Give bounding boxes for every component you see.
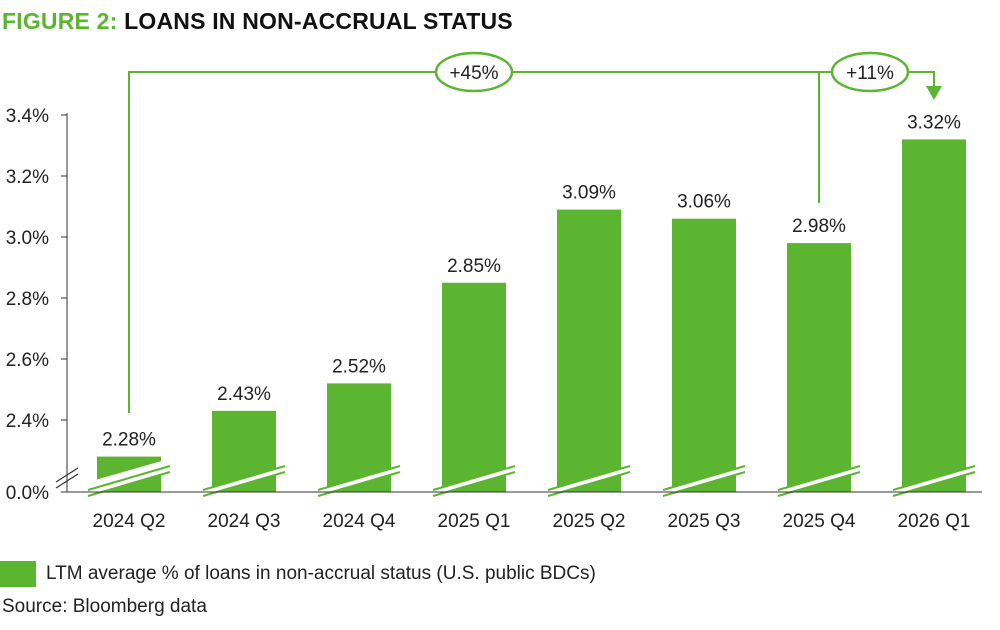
data-label: 2.98%: [792, 216, 846, 237]
annotation-arrowhead: [926, 86, 942, 100]
axis-break-line: [662, 465, 746, 491]
data-label: 3.32%: [907, 112, 961, 133]
legend-swatch: [0, 561, 36, 587]
y-tick-label: 3.0%: [6, 228, 49, 249]
axis-break-band: [203, 466, 285, 496]
annotation-label: +45%: [449, 63, 498, 84]
axis-break-band: [88, 466, 170, 496]
data-label: 2.28%: [102, 430, 156, 451]
x-tick-label: 2024 Q3: [208, 511, 281, 532]
y-tick-label: 3.2%: [6, 167, 49, 188]
data-label: 3.09%: [562, 183, 616, 204]
axis-break-band: [318, 466, 400, 496]
data-label: 2.85%: [447, 256, 501, 277]
annotation-connector: [128, 71, 935, 413]
axis-break-line: [317, 465, 401, 491]
title-main: LOANS IN NON-ACCRUAL STATUS: [124, 8, 513, 34]
x-tick-label: 2025 Q1: [438, 511, 511, 532]
axis-break-line: [432, 465, 516, 491]
axis-break-line: [202, 465, 286, 491]
source-note: Source: Bloomberg data: [2, 596, 207, 617]
axis-break-mark: [55, 473, 79, 489]
y-tick-label: 2.6%: [6, 350, 49, 371]
bar: [557, 209, 621, 493]
axis-break-band: [88, 458, 172, 489]
chart-title: FIGURE 2: LOANS IN NON-ACCRUAL STATUS: [2, 8, 513, 35]
x-tick-label: 2026 Q1: [898, 511, 971, 532]
axis-break-line: [87, 465, 171, 491]
bar: [902, 139, 966, 492]
x-tick-label: 2024 Q4: [323, 511, 396, 532]
x-tick-label: 2024 Q2: [93, 511, 166, 532]
axis-break-line: [892, 465, 976, 491]
legend-label: LTM average % of loans in non-accrual st…: [46, 563, 596, 584]
x-tick-label: 2025 Q4: [783, 511, 856, 532]
title-prefix: FIGURE 2:: [2, 8, 118, 34]
x-tick-label: 2025 Q2: [553, 511, 626, 532]
bar: [442, 282, 506, 492]
y-tick-label: 2.4%: [6, 411, 49, 432]
axis-break-mark: [55, 467, 79, 483]
y-tick-label: 3.4%: [6, 106, 49, 127]
bar: [787, 243, 851, 492]
axis-break-band: [548, 466, 630, 496]
bar-chart: 0.0% 2.4% 2.6% 2.8% 3.0% 3.2% 3.4% 2.28% 2024 Q2…: [6, 51, 982, 532]
axis-break-line: [547, 465, 631, 491]
annotation-bubble: [830, 51, 910, 93]
axis-break-band: [663, 466, 745, 496]
data-label: 2.43%: [217, 384, 271, 405]
x-tick-label: 2025 Q3: [668, 511, 741, 532]
axis-break-band: [893, 466, 975, 496]
data-label: 2.52%: [332, 356, 386, 377]
axis-break-band: [778, 466, 860, 496]
data-label: 3.06%: [677, 192, 731, 213]
axis-break-band: [433, 466, 515, 496]
y-tick-label: 0.0%: [6, 483, 49, 504]
bar: [672, 218, 736, 492]
legend: LTM average % of loans in non-accrual st…: [0, 561, 596, 587]
axis-break-line: [777, 465, 861, 491]
y-tick-label: 2.8%: [6, 289, 49, 310]
annotation-label: +11%: [846, 63, 894, 84]
annotation-bubble: [434, 51, 514, 93]
